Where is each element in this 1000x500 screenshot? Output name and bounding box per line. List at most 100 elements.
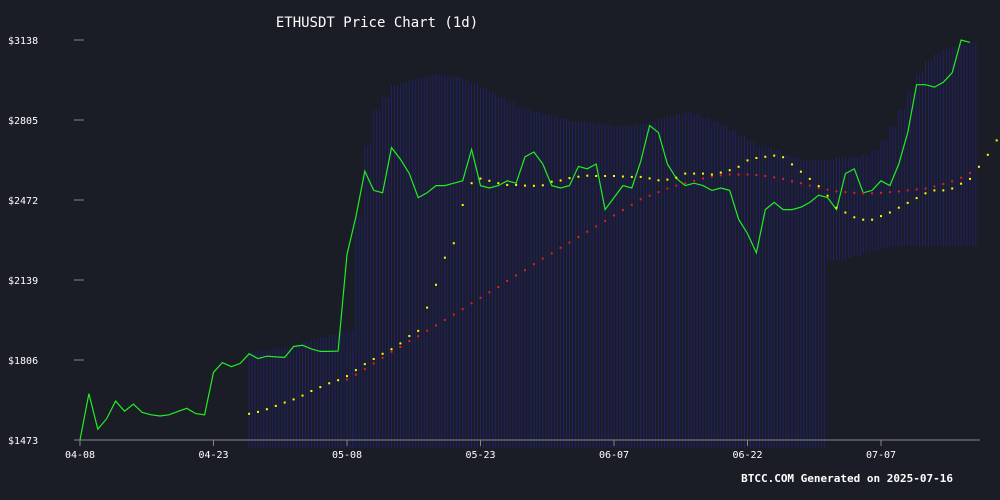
ma50-point — [604, 219, 607, 222]
ma50-point — [710, 175, 713, 178]
ma50-point — [541, 257, 544, 260]
ma50-point — [648, 194, 651, 197]
ma20-point — [915, 197, 918, 200]
ma20-point — [657, 179, 660, 182]
footer-credit: BTCC.COM Generated on 2025-07-16 — [741, 472, 953, 485]
ma50-point — [443, 318, 446, 321]
ma20-point — [524, 184, 526, 187]
ma50-point — [960, 176, 963, 179]
ma20-point — [808, 177, 811, 180]
x-tick-label: 06-22 — [732, 450, 762, 461]
ma50-point — [595, 225, 598, 228]
ma20-point — [497, 182, 500, 185]
ma50-point — [675, 184, 678, 187]
ma50-point — [808, 184, 811, 187]
ma20-point — [577, 175, 580, 178]
ma50-point — [372, 362, 375, 365]
ma20-point — [799, 170, 802, 173]
ma20-point — [853, 216, 856, 219]
ma50-point — [693, 179, 696, 182]
ma50-point — [417, 335, 420, 338]
ma50-point — [399, 346, 402, 348]
ma50-point — [969, 171, 971, 174]
ma50-point — [915, 188, 918, 191]
series — [79, 39, 998, 441]
ma50-point — [746, 173, 749, 176]
ma50-point — [951, 180, 954, 183]
x-tick-label: 04-23 — [198, 450, 228, 461]
ma20-point — [933, 189, 936, 192]
x-tick-label: 06-07 — [599, 450, 629, 461]
ma20-point — [363, 363, 366, 366]
ma20-point — [337, 379, 340, 382]
ma20-point — [630, 175, 633, 178]
ma20-point — [871, 218, 874, 221]
ma20-point — [710, 173, 713, 176]
ma20-point — [719, 171, 722, 174]
ma20-point — [817, 185, 820, 188]
ma50-point — [532, 263, 535, 266]
y-tick-label: $1806 — [8, 356, 38, 367]
ma20-point — [426, 306, 429, 309]
ma20-point — [417, 329, 420, 332]
ma20-point — [408, 335, 411, 337]
ma50-point — [390, 350, 393, 353]
ma20-point — [986, 153, 989, 156]
ma20-point — [746, 159, 749, 162]
ma50-point — [817, 187, 820, 189]
ma50-point — [363, 368, 366, 371]
ma50-point — [639, 198, 642, 201]
ma50-point — [684, 182, 687, 185]
ma50-point — [497, 286, 500, 288]
ma20-point — [764, 155, 767, 158]
ma50-point — [728, 173, 731, 176]
ma50-point — [470, 302, 473, 305]
ma20-point — [969, 177, 971, 180]
ma20-point — [292, 398, 295, 401]
ma20-point — [435, 283, 437, 286]
ma20-point — [399, 342, 402, 345]
ma20-point — [381, 352, 384, 355]
ma20-point — [639, 175, 642, 178]
ma20-point — [880, 215, 882, 218]
y-tick-label: $2805 — [8, 116, 38, 127]
ma50-point — [782, 177, 785, 180]
ma20-point — [532, 184, 535, 187]
ma20-point — [666, 178, 669, 181]
ma50-point — [933, 185, 936, 188]
ma20-point — [621, 175, 624, 178]
ma20-point — [586, 174, 589, 177]
ma50-point — [550, 252, 553, 255]
y-tick-label: $1473 — [8, 436, 38, 447]
chart-title: ETHUSDT Price Chart (1d) — [276, 15, 478, 31]
ma50-point — [408, 340, 411, 342]
ma50-point — [435, 324, 437, 327]
ma20-point — [346, 375, 348, 378]
ma20-point — [248, 412, 251, 415]
ma50-point — [461, 308, 464, 311]
ma50-point — [630, 203, 633, 206]
y-tick-label: $2139 — [8, 276, 38, 287]
ma20-point — [568, 177, 571, 180]
ma50-point — [479, 296, 482, 299]
ma50-point — [826, 188, 829, 191]
ma50-point — [897, 190, 900, 193]
ma20-point — [310, 390, 313, 392]
ma20-point — [541, 184, 544, 187]
ma50-point — [888, 191, 891, 194]
ma50-point — [924, 187, 927, 190]
ma50-point — [835, 190, 838, 193]
ma20-point — [443, 256, 446, 259]
y-tick-label: $2472 — [8, 196, 38, 207]
ma50-point — [657, 191, 660, 194]
ma50-point — [862, 192, 865, 195]
ma20-point — [960, 182, 963, 185]
x-tick-label: 05-08 — [332, 450, 362, 461]
ma20-point — [924, 192, 927, 195]
ma20-point — [257, 410, 259, 413]
ma20-point — [506, 183, 509, 186]
ma20-point — [595, 175, 598, 177]
ma50-point — [702, 177, 704, 180]
ma50-point — [942, 183, 945, 186]
